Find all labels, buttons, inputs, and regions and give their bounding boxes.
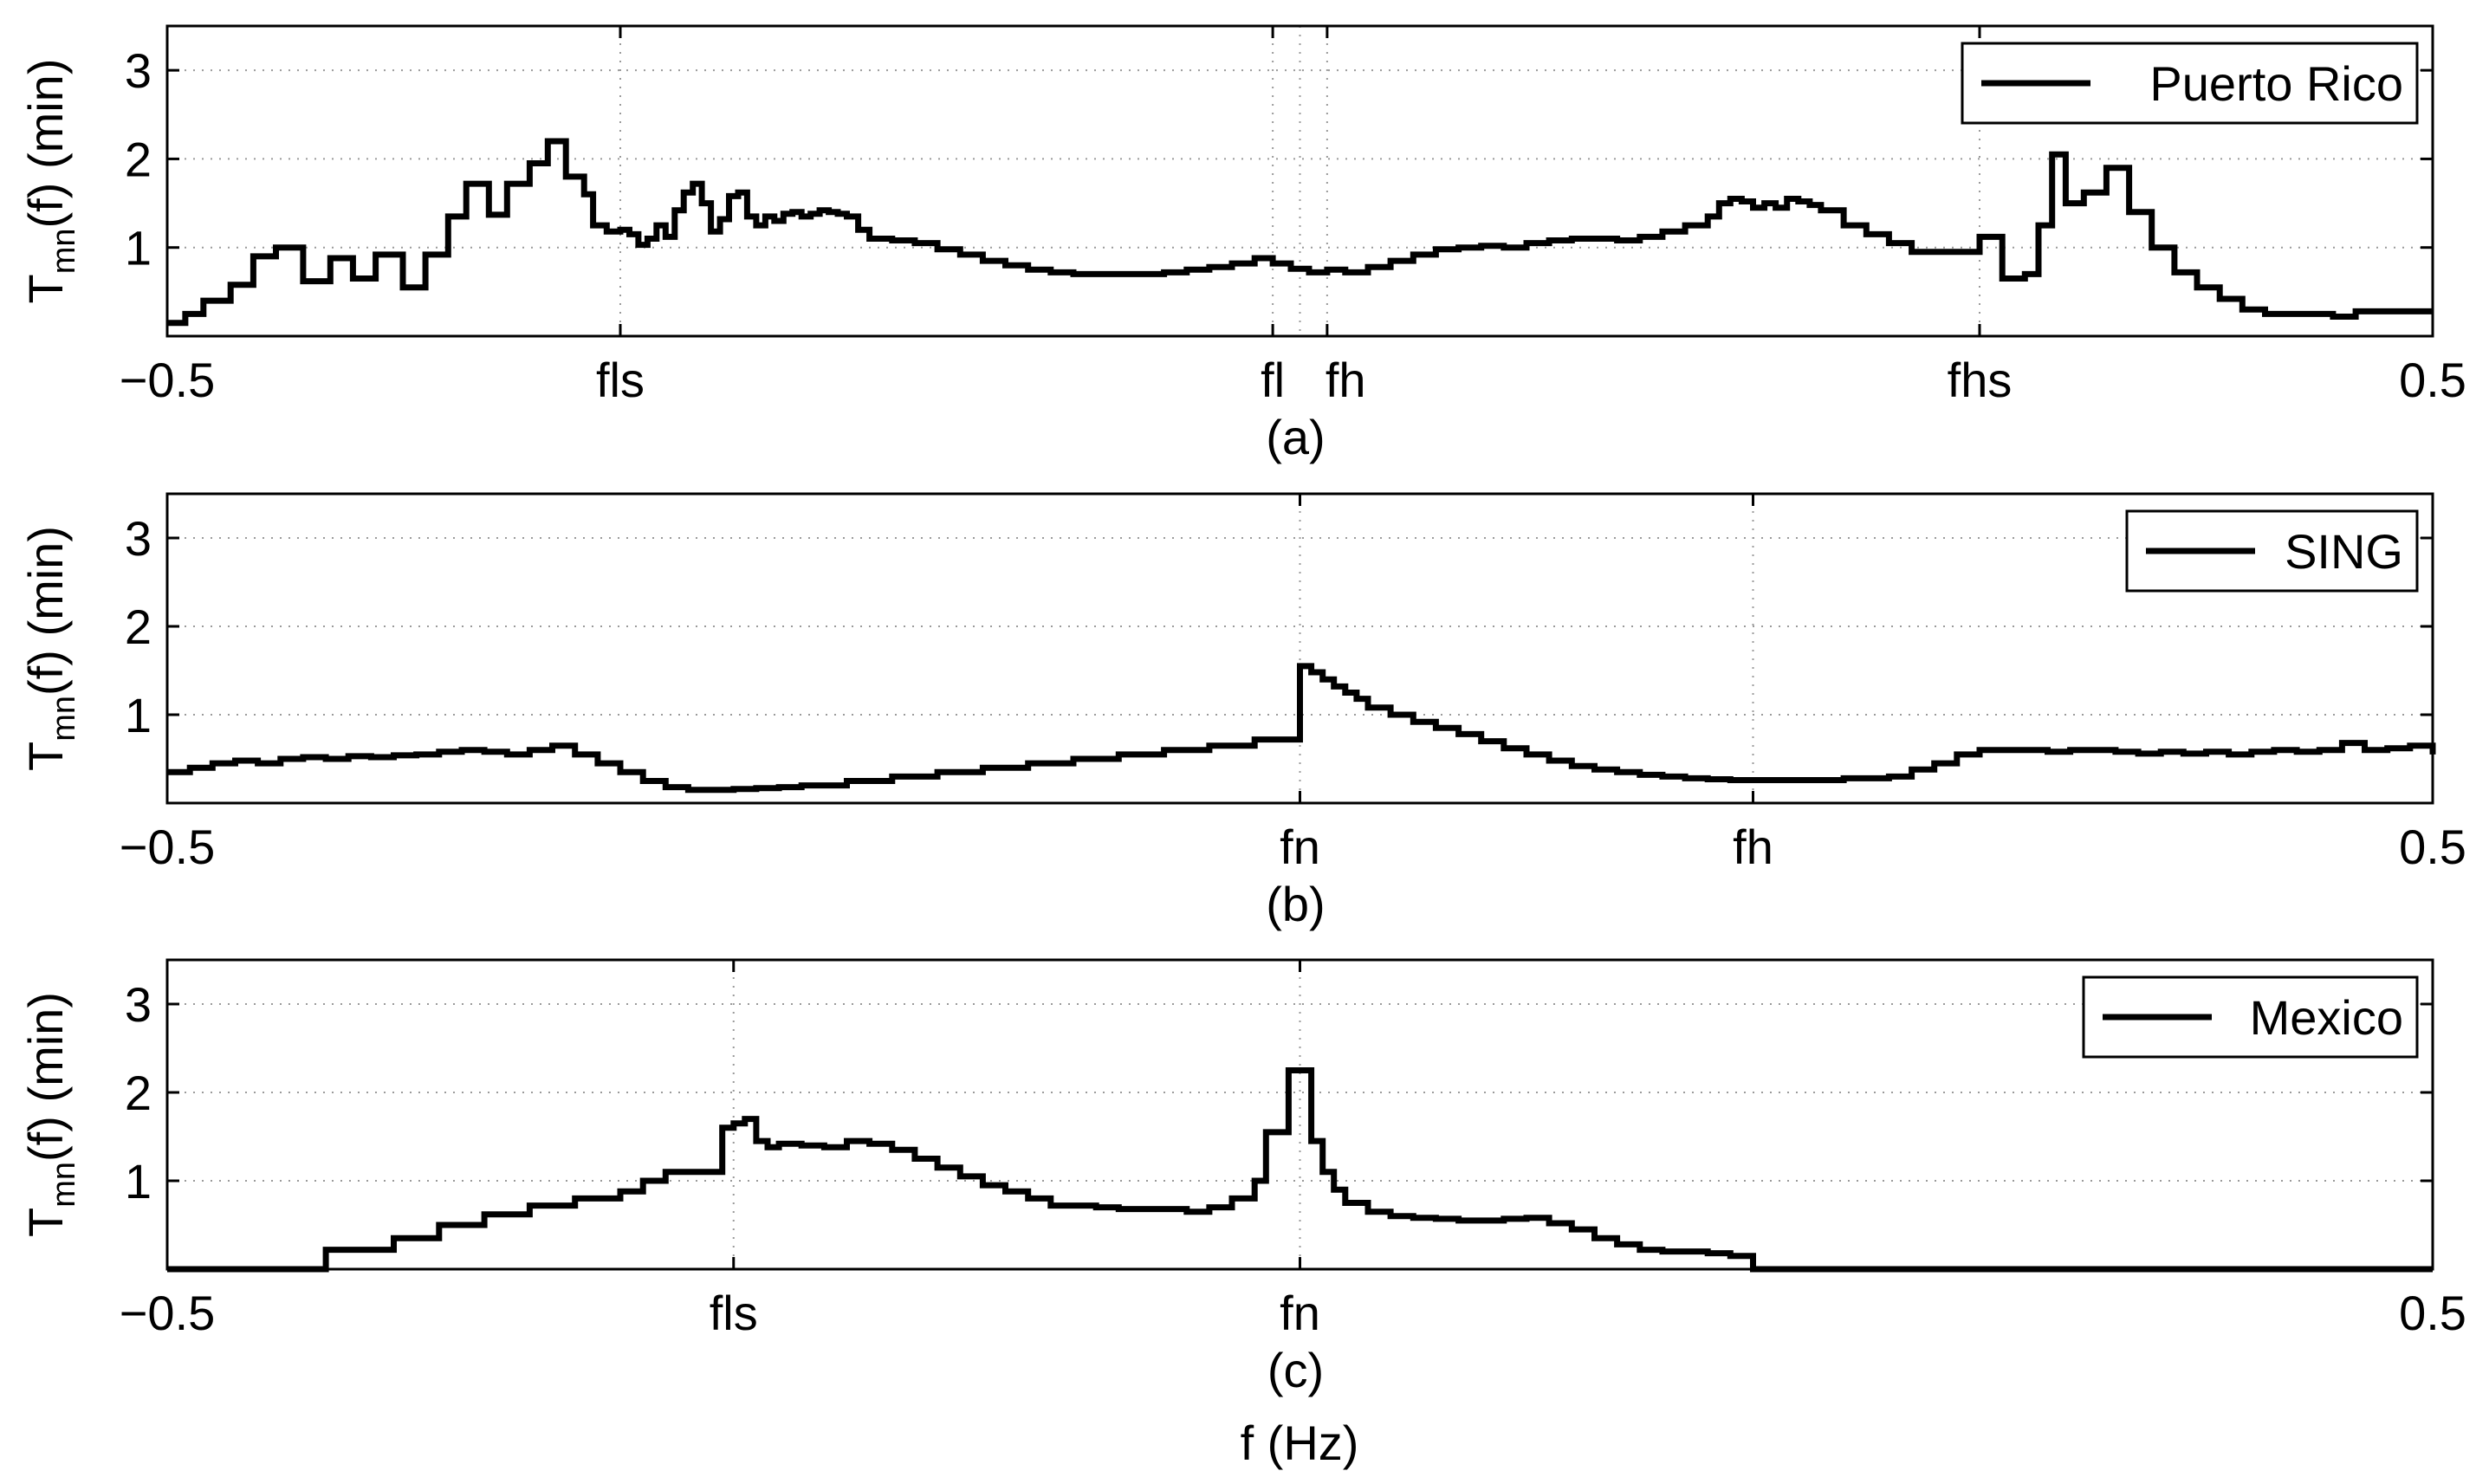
y-tick-label: 2 [125, 1066, 152, 1120]
series-line-mexico [167, 1067, 2433, 1273]
y-axis-label: Tmn(f) (min) [18, 992, 82, 1237]
y-axis-label-subscript: mn [46, 696, 82, 742]
x-tick-label: fn [1280, 820, 1320, 874]
legend-label: Mexico [2250, 990, 2403, 1045]
y-axis-label-subscript: mn [46, 1162, 82, 1208]
series-line-puerto-rico [167, 138, 2433, 327]
x-tick-label: fl [1261, 353, 1285, 407]
x-tick-label: fh [1326, 353, 1366, 407]
y-tick-label: 1 [125, 1154, 152, 1209]
x-tick-label: 0.5 [2399, 820, 2466, 874]
y-axis-label-subscript: mn [46, 228, 82, 274]
x-tick-label: fn [1280, 1286, 1320, 1340]
panel-caption: (a) [1266, 410, 1325, 464]
y-axis-label: Tmn(f) (min) [18, 59, 82, 304]
x-tick-label: fh [1733, 820, 1773, 874]
panel-caption: (c) [1267, 1343, 1324, 1397]
figure-x-axis-label: f (Hz) [1241, 1416, 1359, 1470]
panel-caption: (b) [1266, 877, 1325, 931]
y-tick-label: 2 [125, 132, 152, 186]
x-tick-label: −0.5 [120, 353, 216, 407]
chart-panel-3: 1 2 3 −0.5 fls fn 0.5 Tmn(f) (min) (c) Mexico [18, 958, 2466, 1397]
chart-panel-2: 1 2 3 −0.5 fn fh 0.5 Tmn(f) (min) (b) SING [18, 492, 2466, 931]
plot-area-frame [165, 24, 2434, 338]
y-tick-label: 3 [125, 977, 152, 1032]
legend-label: Puerto Rico [2149, 56, 2403, 111]
legend-label: SING [2285, 524, 2403, 579]
y-axis-label-main: T [18, 274, 73, 303]
y-axis-label-main: T [18, 1208, 73, 1237]
y-tick-label: 3 [125, 43, 152, 98]
y-axis-label: Tmn(f) (min) [18, 526, 82, 771]
y-tick-label: 1 [125, 221, 152, 275]
x-tick-label: fls [596, 353, 645, 407]
y-tick-label: 3 [125, 511, 152, 566]
y-axis-label-rest: (f) (min) [18, 59, 73, 229]
chart-panel-1: 1 2 3 −0.5 fls fl fh fhs 0.5 Tmn(f) (min) (a) Puert… [18, 24, 2466, 464]
x-tick-label: −0.5 [120, 1286, 216, 1340]
y-tick-label: 1 [125, 688, 152, 742]
legend: Mexico [2082, 975, 2419, 1059]
legend-frame [2125, 509, 2419, 593]
x-tick-label: 0.5 [2399, 353, 2466, 407]
y-axis-label-rest: (f) (min) [18, 526, 73, 696]
y-axis-label-rest: (f) (min) [18, 992, 73, 1162]
legend: SING [2125, 509, 2419, 593]
legend: Puerto Rico [1961, 42, 2419, 125]
series-line-sing [167, 663, 2436, 794]
x-tick-label: fhs [1948, 353, 2013, 407]
x-tick-label: 0.5 [2399, 1286, 2466, 1340]
x-tick-label: fls [710, 1286, 758, 1340]
y-tick-label: 2 [125, 599, 152, 654]
y-axis-label-main: T [18, 742, 73, 771]
x-tick-label: −0.5 [120, 820, 216, 874]
